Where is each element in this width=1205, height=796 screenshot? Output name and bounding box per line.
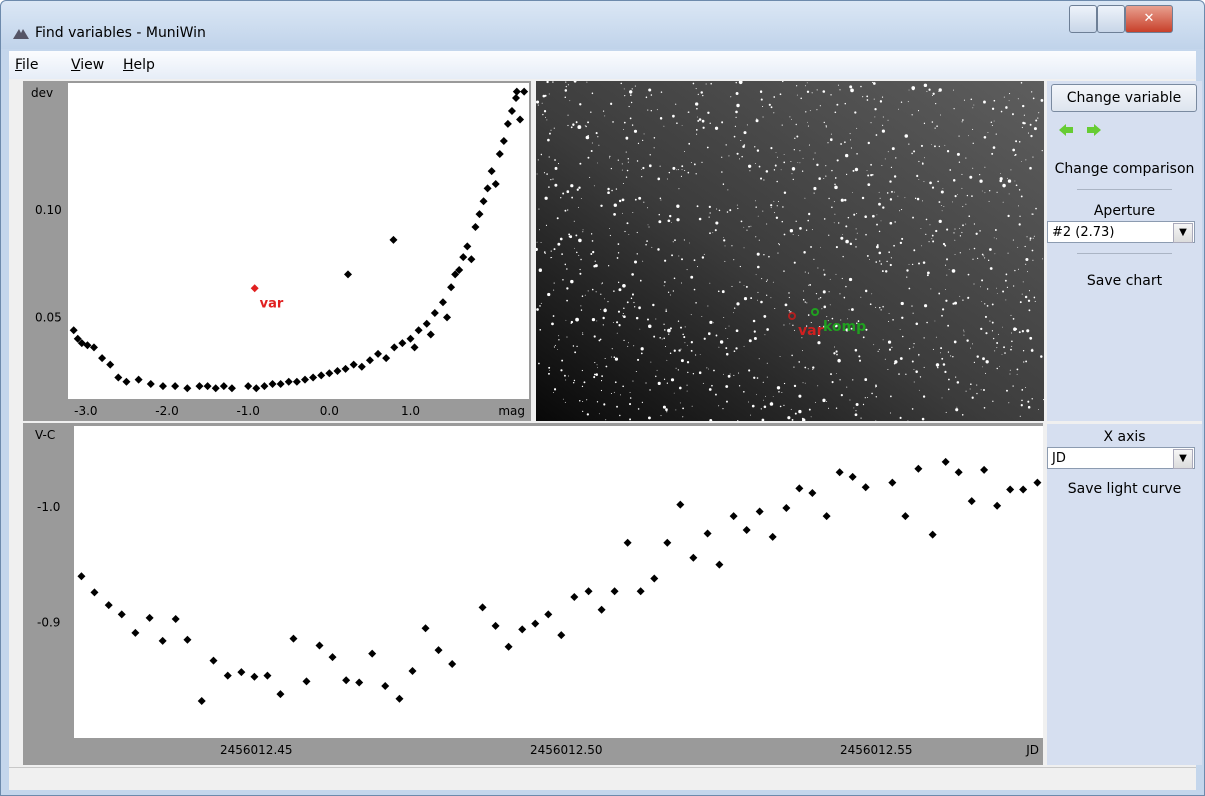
frame-image: var komp: [536, 81, 1044, 421]
x-tick-label: 2456012.45: [220, 743, 293, 757]
x-tick-label: 2456012.55: [840, 743, 913, 757]
plot-area: [74, 426, 1043, 738]
close-button[interactable]: ✕: [1125, 5, 1173, 33]
x-tick-label: -3.0: [74, 404, 97, 418]
change-variable-button[interactable]: Change variable: [1051, 84, 1197, 112]
aperture-select[interactable]: #2 (2.73) ▼: [1047, 221, 1195, 243]
y-tick-label: -0.9: [37, 615, 60, 629]
title-bar: Find variables - MuniWin ✕: [1, 1, 1204, 49]
x-axis-select[interactable]: JD ▼: [1047, 447, 1195, 469]
window: Find variables - MuniWin ✕ File View Hel…: [0, 0, 1205, 796]
separator: [1077, 253, 1172, 254]
plot-area: [68, 83, 529, 399]
y-tick-label: 0.05: [35, 310, 62, 324]
y-tick-label: -1.0: [37, 500, 60, 514]
client-area: File View Help dev mag 0.05 0.10 -3.0 -2.0 -1.…: [9, 51, 1196, 789]
separator: [1077, 189, 1172, 190]
menu-bar: File View Help: [9, 51, 1196, 79]
x-tick-label: -2.0: [155, 404, 178, 418]
y-tick-label: 0.10: [35, 203, 62, 217]
minimize-button[interactable]: [1069, 5, 1097, 33]
y-axis-label: V-C: [35, 428, 55, 442]
x-tick-label: 0.0: [320, 404, 339, 418]
menu-file[interactable]: File: [15, 57, 38, 73]
deviation-chart: dev mag 0.05 0.10 -3.0 -2.0 -1.0 0.0 1.0 var: [23, 81, 531, 421]
save-chart-button[interactable]: Save chart: [1047, 273, 1202, 289]
highlight-label: var: [260, 296, 284, 311]
aperture-label: Aperture: [1047, 203, 1202, 219]
app-icon: [11, 27, 31, 41]
x-axis-label: JD: [1025, 743, 1039, 757]
x-axis-label: X axis: [1047, 429, 1202, 445]
x-tick-label: -1.0: [236, 404, 259, 418]
menu-view[interactable]: View: [71, 57, 104, 73]
menu-help[interactable]: Help: [123, 57, 155, 73]
x-axis-value: JD: [1052, 451, 1066, 466]
splitter: [1047, 421, 1202, 424]
y-axis-label: dev: [31, 86, 53, 100]
window-title: Find variables - MuniWin: [35, 25, 206, 41]
comp-label: komp: [823, 319, 866, 335]
nav-arrows[interactable]: [1057, 121, 1107, 141]
save-light-curve-button[interactable]: Save light curve: [1047, 481, 1202, 497]
dropdown-arrow[interactable]: ▼: [1173, 223, 1193, 243]
x-tick-label: 2456012.50: [530, 743, 603, 757]
control-panel: Change variable Change comparison Apertu…: [1047, 81, 1202, 765]
dropdown-arrow[interactable]: ▼: [1173, 449, 1193, 469]
maximize-button[interactable]: [1097, 5, 1125, 33]
var-label: var: [798, 323, 824, 339]
x-axis-label: mag: [498, 404, 525, 418]
x-tick-label: 1.0: [401, 404, 420, 418]
light-curve-chart: V-C JD -1.0 -0.9 2456012.45 2456012.50 2456012…: [23, 423, 1043, 765]
aperture-value: #2 (2.73): [1052, 225, 1114, 240]
sky-background: [536, 81, 1044, 421]
change-comparison-button[interactable]: Change comparison: [1047, 161, 1202, 177]
status-bar: [9, 767, 1196, 790]
